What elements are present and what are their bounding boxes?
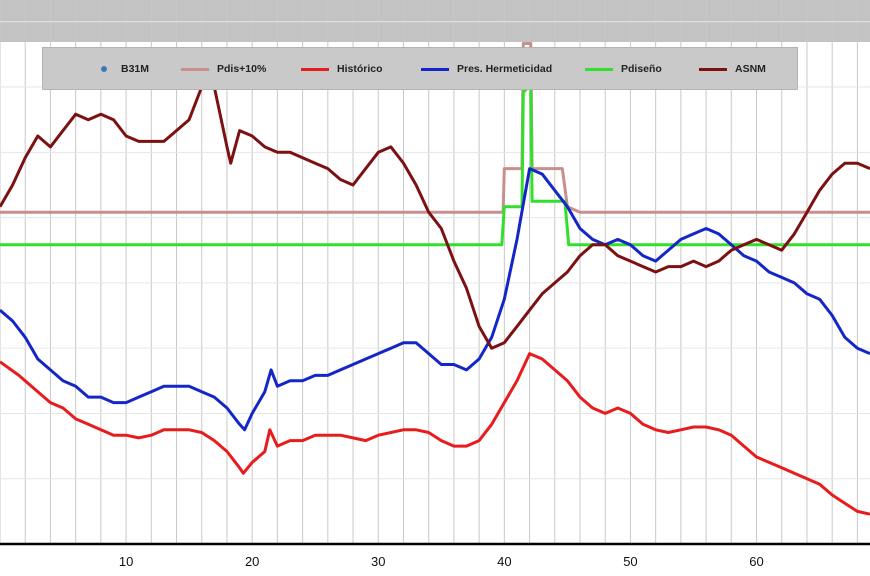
legend-marker-pdis10 [181, 67, 209, 71]
x-tick-label: 20 [245, 554, 259, 569]
legend: B31M Pdis+10% Histórico Pres. Hermeticid… [42, 47, 798, 90]
legend-marker-b31m [101, 66, 107, 72]
series-line-historico [0, 352, 870, 516]
x-tick-label: 60 [749, 554, 763, 569]
series-line-pdis-10 [0, 42, 870, 214]
legend-label-asnm: ASNM [735, 63, 766, 75]
series-lines [0, 42, 870, 516]
x-tick-label: 40 [497, 554, 511, 569]
legend-marker-asnm [699, 67, 727, 71]
legend-marker-pdiseno [585, 67, 613, 71]
series-line-pres-hermeticidad [0, 167, 870, 432]
x-tick-label: 10 [119, 554, 133, 569]
legend-item-b31m: B31M [90, 61, 149, 77]
legend-item-asnm: ASNM [699, 61, 766, 77]
legend-marker-historico [301, 67, 329, 71]
legend-item-pres-hermeticidad: Pres. Hermeticidad [421, 61, 552, 77]
legend-label-pdis10: Pdis+10% [217, 63, 267, 75]
x-tick-label: 50 [623, 554, 637, 569]
x-tick-label: 30 [371, 554, 385, 569]
top-bar [0, 0, 870, 42]
legend-label-pdiseno: Pdiseño [621, 63, 662, 75]
legend-label-historico: Histórico [337, 63, 383, 75]
series-line-asnm [0, 69, 870, 350]
legend-item-pdiseno: Pdiseño [585, 61, 662, 77]
legend-label-pres-hermeticidad: Pres. Hermeticidad [457, 63, 553, 75]
x-tick-labels: 10 20 30 40 50 60 [119, 554, 764, 569]
legend-label-b31m: B31M [121, 63, 150, 75]
legend-marker-pres-hermeticidad [421, 67, 449, 71]
legend-item-historico: Histórico [301, 61, 383, 77]
legend-item-pdis10: Pdis+10% [181, 61, 266, 77]
